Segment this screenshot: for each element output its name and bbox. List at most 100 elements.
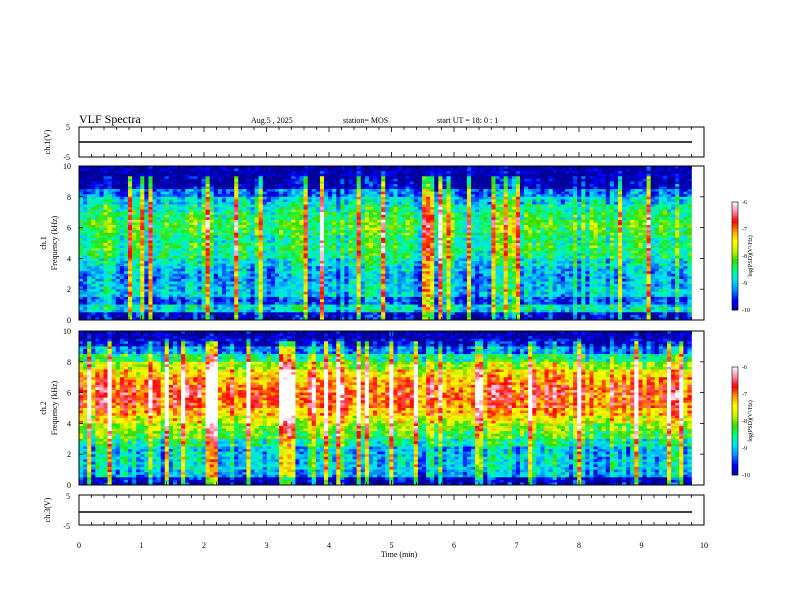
spectrogram-cell bbox=[140, 171, 144, 174]
spectrogram-cell bbox=[365, 189, 369, 192]
spectrogram-cell bbox=[496, 174, 500, 177]
spectrogram-cell bbox=[263, 187, 267, 190]
spectrogram-cell bbox=[181, 184, 185, 187]
spectrogram-cell bbox=[630, 187, 634, 190]
spectrogram-cell bbox=[108, 202, 112, 205]
spectrogram-cell bbox=[108, 184, 112, 187]
spectrogram-cell bbox=[320, 197, 324, 200]
spectrogram-cell bbox=[165, 184, 169, 187]
spectrogram-cell bbox=[349, 197, 353, 200]
spectrogram-cell bbox=[377, 187, 381, 190]
spectrogram-cell bbox=[108, 194, 112, 197]
spectrogram-cell bbox=[491, 197, 495, 200]
spectrogram-cell bbox=[504, 192, 508, 195]
spectrogram-cell bbox=[230, 202, 234, 205]
spectrogram-cell bbox=[471, 176, 475, 179]
spectrogram-cell bbox=[598, 179, 602, 182]
spectrogram-cell bbox=[377, 202, 381, 205]
spectrogram-cell bbox=[426, 174, 430, 177]
spectrogram-cell bbox=[128, 202, 132, 205]
spectrogram-cell bbox=[140, 181, 144, 184]
spectrogram-cell bbox=[630, 197, 634, 200]
spectrogram-cell bbox=[79, 187, 83, 190]
spectrogram-cell bbox=[467, 179, 471, 182]
spectrogram-cell bbox=[516, 192, 520, 195]
spectrogram-cell bbox=[687, 192, 691, 195]
spectrogram-cell bbox=[373, 181, 377, 184]
spectrogram-cell bbox=[234, 171, 238, 174]
spectrogram-cell bbox=[349, 202, 353, 205]
spectrogram-cell bbox=[308, 176, 312, 179]
spectrogram-cell bbox=[291, 187, 295, 190]
spectrogram-cell bbox=[467, 176, 471, 179]
spectrogram-cell bbox=[634, 194, 638, 197]
spectrogram-cell bbox=[165, 202, 169, 205]
spectrogram-cell bbox=[549, 179, 553, 182]
spectrogram-cell bbox=[91, 199, 95, 202]
spectrogram-cell bbox=[108, 199, 112, 202]
spectrogram-cell bbox=[165, 171, 169, 174]
spectrogram-cell bbox=[271, 197, 275, 200]
spectrogram-cell bbox=[610, 197, 614, 200]
spectrogram-cell bbox=[112, 189, 116, 192]
spectrogram-cell bbox=[569, 184, 573, 187]
spectrogram-cell bbox=[185, 184, 189, 187]
spectrogram-cell bbox=[267, 171, 271, 174]
spectrogram-cell bbox=[455, 176, 459, 179]
spectrogram-cell bbox=[251, 179, 255, 182]
spectrogram-cell bbox=[153, 199, 157, 202]
spectrogram-cell bbox=[291, 184, 295, 187]
spectrogram-cell bbox=[136, 192, 140, 195]
spectrogram-cell bbox=[291, 169, 295, 172]
spectrogram-cell bbox=[234, 202, 238, 205]
spectrogram-cell bbox=[483, 184, 487, 187]
spectrogram-cell bbox=[87, 181, 91, 184]
spectrogram-cell bbox=[610, 169, 614, 172]
spectrogram-cell bbox=[226, 194, 230, 197]
spectrogram-cell bbox=[259, 187, 263, 190]
spectrogram-cell bbox=[193, 184, 197, 187]
spectrogram-cell bbox=[124, 171, 128, 174]
spectrogram-cell bbox=[663, 184, 667, 187]
spectrogram-cell bbox=[414, 184, 418, 187]
spectrogram-cell bbox=[320, 179, 324, 182]
spectrogram-cell bbox=[410, 192, 414, 195]
spectrogram-cell bbox=[120, 181, 124, 184]
spectrogram-cell bbox=[451, 181, 455, 184]
spectrogram-cell bbox=[340, 179, 344, 182]
spectrogram-cell bbox=[300, 197, 304, 200]
spectrogram-cell bbox=[512, 174, 516, 177]
spectrogram-cell bbox=[332, 194, 336, 197]
spectrogram-cell bbox=[475, 171, 479, 174]
spectrogram-cell bbox=[651, 184, 655, 187]
spectrogram-cell bbox=[226, 189, 230, 192]
spectrogram-cell bbox=[140, 176, 144, 179]
spectrogram-cell bbox=[626, 197, 630, 200]
spectrogram-cell bbox=[140, 189, 144, 192]
spectrogram-cell bbox=[442, 174, 446, 177]
spectrogram-cell bbox=[181, 202, 185, 205]
spectrogram-cell bbox=[120, 174, 124, 177]
spectrogram-cell bbox=[169, 202, 173, 205]
spectrogram-cell bbox=[398, 197, 402, 200]
spectrogram-cell bbox=[659, 169, 663, 172]
spectrogram-cell bbox=[463, 179, 467, 182]
spectrogram-cell bbox=[148, 174, 152, 177]
spectrogram-cell bbox=[108, 176, 112, 179]
spectrogram-cell bbox=[524, 181, 528, 184]
spectrogram-cell bbox=[634, 189, 638, 192]
spectrogram-cell bbox=[581, 194, 585, 197]
spectrogram-cell bbox=[287, 197, 291, 200]
spectrogram-cell bbox=[643, 199, 647, 202]
spectrogram-cell bbox=[251, 174, 255, 177]
spectrogram-cell bbox=[173, 187, 177, 190]
spectrogram-cell bbox=[422, 194, 426, 197]
spectrogram-cell bbox=[140, 174, 144, 177]
spectrogram-cell bbox=[389, 176, 393, 179]
spectrogram-cell bbox=[238, 192, 242, 195]
spectrogram-cell bbox=[626, 192, 630, 195]
spectrogram-cell bbox=[434, 192, 438, 195]
spectrogram-cell bbox=[381, 171, 385, 174]
spectrogram-cell bbox=[157, 176, 161, 179]
spectrogram-cell bbox=[353, 184, 357, 187]
